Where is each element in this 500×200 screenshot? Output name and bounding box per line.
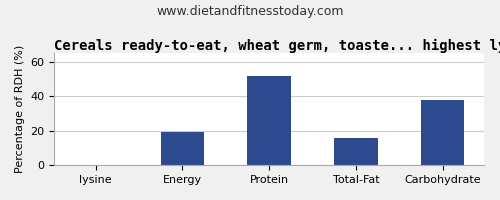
Text: www.dietandfitnesstoday.com: www.dietandfitnesstoday.com <box>156 5 344 18</box>
Bar <box>421 100 465 165</box>
Text: Cereals ready-to-eat, wheat germ, toaste... highest lysine per 100g: Cereals ready-to-eat, wheat germ, toaste… <box>54 39 500 53</box>
Bar <box>160 132 204 165</box>
Bar <box>248 76 291 165</box>
Bar <box>334 138 378 165</box>
Y-axis label: Percentage of RDH (%): Percentage of RDH (%) <box>15 45 25 173</box>
